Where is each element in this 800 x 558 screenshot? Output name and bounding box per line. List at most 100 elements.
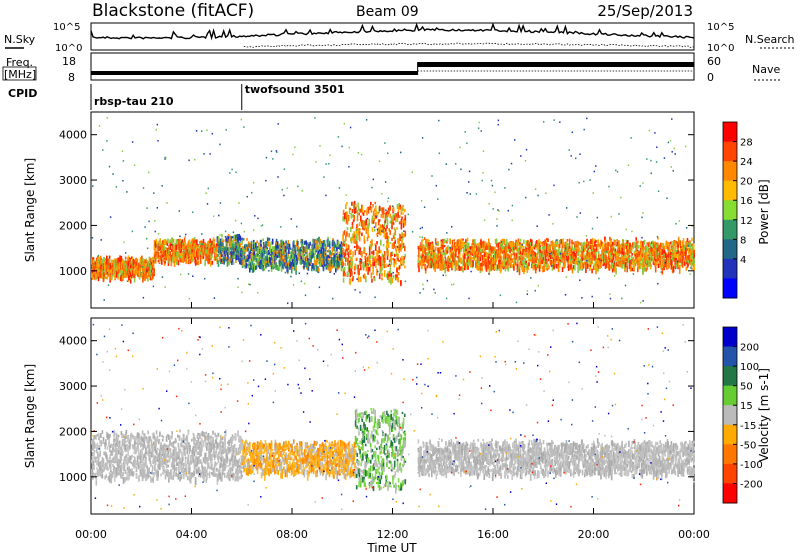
echo-cell: [363, 213, 365, 216]
echo-cell: [356, 258, 358, 260]
echo-cell: [683, 238, 685, 245]
noise-cell: [400, 152, 401, 154]
echo-cell: [693, 250, 695, 254]
noise-left-tick-high: 10^5: [53, 22, 80, 33]
echo-cell: [424, 237, 426, 240]
echo-cell: [447, 250, 449, 253]
echo-cell: [540, 247, 542, 249]
echo-cell: [367, 271, 369, 274]
echo-cell: [325, 251, 327, 253]
noise-cell: [205, 192, 206, 194]
echo-cell: [270, 262, 272, 265]
echo-cell: [289, 244, 291, 248]
echo-cell: [195, 260, 197, 266]
echo-cell: [220, 262, 222, 264]
echo-cell: [401, 217, 403, 220]
noise-cell: [156, 129, 157, 131]
echo-cell: [346, 231, 348, 236]
echo-cell: [528, 262, 530, 266]
noise-cell: [665, 262, 666, 264]
echo-cell: [384, 258, 386, 263]
noise-cell: [194, 159, 195, 161]
noise-cell: [436, 185, 437, 187]
nave-tick-low: 0: [707, 71, 714, 84]
echo-cell: [459, 254, 461, 257]
echo-cell: [501, 259, 503, 262]
noise-cell: [185, 234, 186, 236]
echo-cell: [190, 244, 192, 248]
echo-cell: [678, 237, 680, 243]
noise-cell: [374, 226, 375, 228]
echo-cell: [231, 262, 233, 265]
echo-cell: [217, 254, 219, 257]
echo-cell: [169, 239, 171, 242]
noise-cell: [530, 277, 531, 279]
echo-cell: [397, 218, 399, 222]
echo-cell: [354, 246, 356, 248]
echo-cell: [392, 278, 394, 283]
echo-cell: [353, 215, 355, 221]
echo-cell: [323, 268, 325, 271]
echo-cell: [270, 258, 272, 263]
noise-cell: [148, 221, 149, 223]
echo-cell: [360, 209, 362, 212]
noise-cell: [276, 150, 277, 152]
noise-cell: [358, 152, 359, 154]
echo-cell: [678, 262, 680, 264]
echo-cell: [302, 239, 304, 242]
echo-cell: [272, 239, 274, 245]
echo-cell: [528, 257, 530, 262]
echo-cell: [379, 206, 381, 211]
echo-cell: [693, 244, 695, 251]
echo-cell: [343, 278, 345, 283]
echo-cell: [464, 253, 466, 259]
echo-cell: [197, 257, 199, 260]
echo-cell: [515, 262, 517, 266]
echo-cell: [192, 259, 194, 262]
echo-cell: [591, 269, 593, 274]
echo-cell: [355, 250, 357, 255]
echo-cell: [366, 219, 368, 226]
echo-cell: [380, 257, 382, 264]
noise-cell: [431, 175, 432, 177]
echo-cell: [359, 237, 361, 242]
echo-cell: [400, 281, 402, 285]
noise-cell: [368, 264, 369, 266]
echo-cell: [362, 206, 364, 213]
noise-cell: [656, 161, 657, 163]
echo-cell: [547, 239, 549, 243]
echo-cell: [365, 211, 367, 213]
noise-cell: [641, 237, 642, 239]
echo-cell: [346, 202, 348, 205]
noise-cell: [366, 119, 367, 121]
echo-cell: [454, 242, 456, 247]
echo-cell: [456, 262, 458, 268]
echo-cell: [345, 257, 347, 262]
echo-cell: [327, 239, 329, 246]
echo-cell: [382, 214, 384, 218]
noise-cell: [372, 256, 373, 258]
echo-cell: [396, 268, 398, 273]
echo-cell: [380, 240, 382, 246]
echo-cell: [680, 246, 682, 248]
echo-cell: [569, 239, 571, 245]
echo-cell: [232, 236, 234, 238]
echo-cell: [393, 207, 395, 212]
echo-cell: [318, 268, 320, 272]
echo-cell: [517, 256, 519, 261]
echo-cell: [146, 260, 148, 262]
noise-cell: [179, 236, 180, 238]
echo-cell: [523, 258, 525, 262]
noise-cell: [443, 275, 444, 277]
echo-cell: [387, 251, 389, 257]
echo-cell: [508, 267, 510, 272]
noise-cell: [482, 180, 483, 182]
echo-cell: [100, 273, 102, 277]
echo-cell: [345, 204, 347, 209]
echo-cell: [353, 239, 355, 243]
noise-cell: [294, 147, 295, 149]
echo-cell: [375, 263, 377, 268]
noise-cell: [393, 272, 394, 274]
noise-cell: [626, 229, 627, 231]
